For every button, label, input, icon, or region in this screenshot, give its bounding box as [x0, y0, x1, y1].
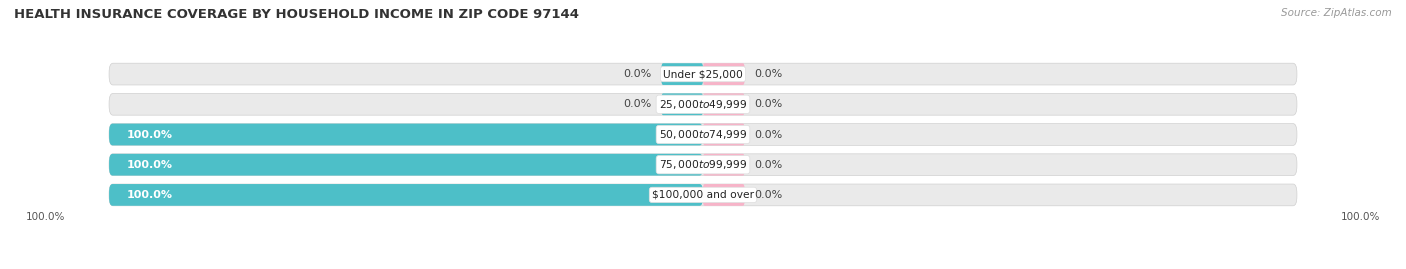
- FancyBboxPatch shape: [703, 184, 745, 206]
- Text: 0.0%: 0.0%: [754, 160, 782, 170]
- FancyBboxPatch shape: [110, 154, 1296, 176]
- Text: 100.0%: 100.0%: [127, 160, 173, 170]
- Text: 0.0%: 0.0%: [754, 190, 782, 200]
- Text: $50,000 to $74,999: $50,000 to $74,999: [659, 128, 747, 141]
- FancyBboxPatch shape: [703, 93, 745, 115]
- FancyBboxPatch shape: [703, 154, 745, 176]
- FancyBboxPatch shape: [110, 154, 703, 176]
- FancyBboxPatch shape: [110, 124, 703, 145]
- Text: $25,000 to $49,999: $25,000 to $49,999: [659, 98, 747, 111]
- Text: 0.0%: 0.0%: [754, 69, 782, 79]
- Text: Under $25,000: Under $25,000: [664, 69, 742, 79]
- FancyBboxPatch shape: [703, 63, 745, 85]
- Legend: With Coverage, Without Coverage: With Coverage, Without Coverage: [575, 264, 831, 269]
- Text: 0.0%: 0.0%: [754, 129, 782, 140]
- FancyBboxPatch shape: [110, 93, 1296, 115]
- Text: 100.0%: 100.0%: [127, 129, 173, 140]
- Text: $75,000 to $99,999: $75,000 to $99,999: [659, 158, 747, 171]
- Text: $100,000 and over: $100,000 and over: [652, 190, 754, 200]
- Text: 0.0%: 0.0%: [624, 99, 652, 109]
- Text: 100.0%: 100.0%: [25, 212, 65, 222]
- FancyBboxPatch shape: [110, 184, 703, 206]
- Text: 100.0%: 100.0%: [127, 190, 173, 200]
- Text: 0.0%: 0.0%: [624, 69, 652, 79]
- FancyBboxPatch shape: [661, 93, 703, 115]
- Text: 0.0%: 0.0%: [754, 99, 782, 109]
- FancyBboxPatch shape: [661, 63, 703, 85]
- FancyBboxPatch shape: [110, 184, 1296, 206]
- Text: 100.0%: 100.0%: [1341, 212, 1381, 222]
- FancyBboxPatch shape: [703, 124, 745, 145]
- FancyBboxPatch shape: [110, 63, 1296, 85]
- Text: Source: ZipAtlas.com: Source: ZipAtlas.com: [1281, 8, 1392, 18]
- Text: HEALTH INSURANCE COVERAGE BY HOUSEHOLD INCOME IN ZIP CODE 97144: HEALTH INSURANCE COVERAGE BY HOUSEHOLD I…: [14, 8, 579, 21]
- FancyBboxPatch shape: [110, 124, 1296, 145]
